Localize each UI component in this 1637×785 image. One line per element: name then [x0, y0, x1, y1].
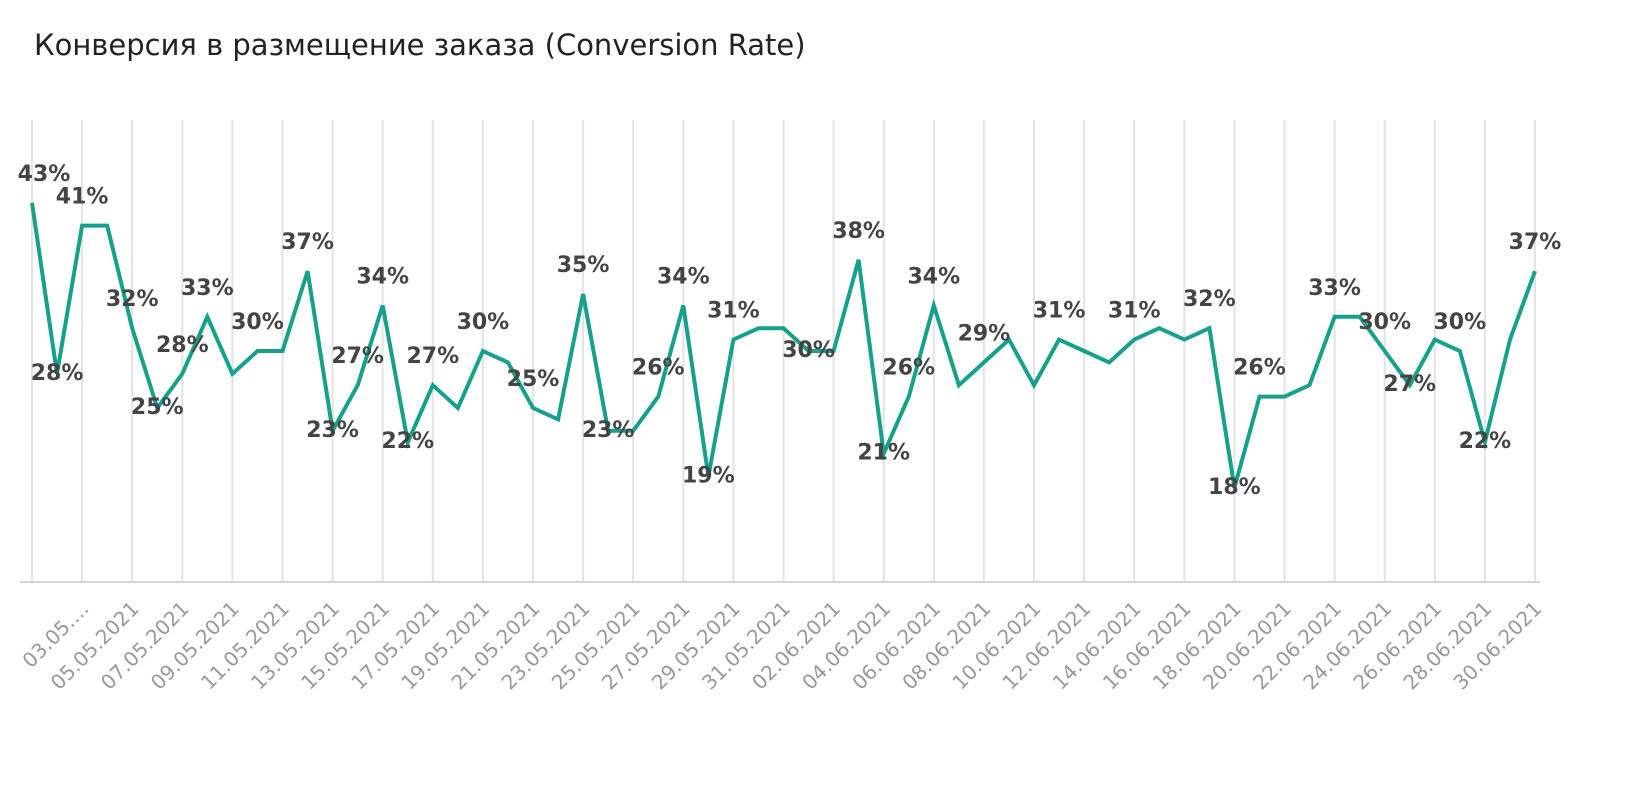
data-label: 32% — [1183, 287, 1236, 312]
data-label: 30% — [1434, 310, 1487, 335]
data-label: 23% — [582, 418, 635, 443]
data-label: 32% — [106, 287, 159, 312]
data-label: 38% — [832, 219, 885, 244]
data-label: 35% — [557, 253, 610, 278]
data-label: 23% — [306, 418, 359, 443]
series-line — [30, 202, 1537, 489]
data-label: 31% — [1033, 299, 1086, 324]
data-label: 28% — [156, 333, 209, 358]
data-label: 25% — [131, 395, 184, 420]
data-label: 33% — [181, 276, 234, 301]
data-label: 31% — [707, 299, 760, 324]
data-label: 26% — [1233, 356, 1286, 381]
data-label: 34% — [356, 264, 409, 289]
data-label: 37% — [281, 230, 334, 255]
data-label: 30% — [457, 310, 510, 335]
data-label: 27% — [1383, 372, 1436, 397]
chart-title: Конверсия в размещение заказа (Conversio… — [34, 28, 806, 62]
data-label: 37% — [1509, 230, 1562, 255]
data-label: 22% — [1459, 429, 1512, 454]
data-label: 26% — [882, 356, 935, 381]
data-label: 34% — [907, 264, 960, 289]
data-label: 30% — [782, 338, 835, 363]
data-label: 26% — [632, 356, 685, 381]
data-label: 28% — [31, 361, 84, 386]
data-label: 25% — [507, 367, 560, 392]
data-label: 34% — [657, 264, 710, 289]
data-label: 29% — [958, 321, 1011, 346]
data-label: 19% — [682, 463, 735, 488]
data-label: 30% — [231, 310, 284, 335]
data-label: 21% — [857, 441, 910, 466]
data-label: 31% — [1108, 299, 1161, 324]
data-label: 43% — [18, 162, 71, 187]
data-label: 30% — [1358, 310, 1411, 335]
data-label: 27% — [331, 344, 384, 369]
data-label: 33% — [1308, 276, 1361, 301]
data-label: 27% — [406, 344, 459, 369]
data-label: 41% — [56, 185, 109, 210]
data-label: 18% — [1208, 475, 1261, 500]
data-label: 22% — [381, 429, 434, 454]
